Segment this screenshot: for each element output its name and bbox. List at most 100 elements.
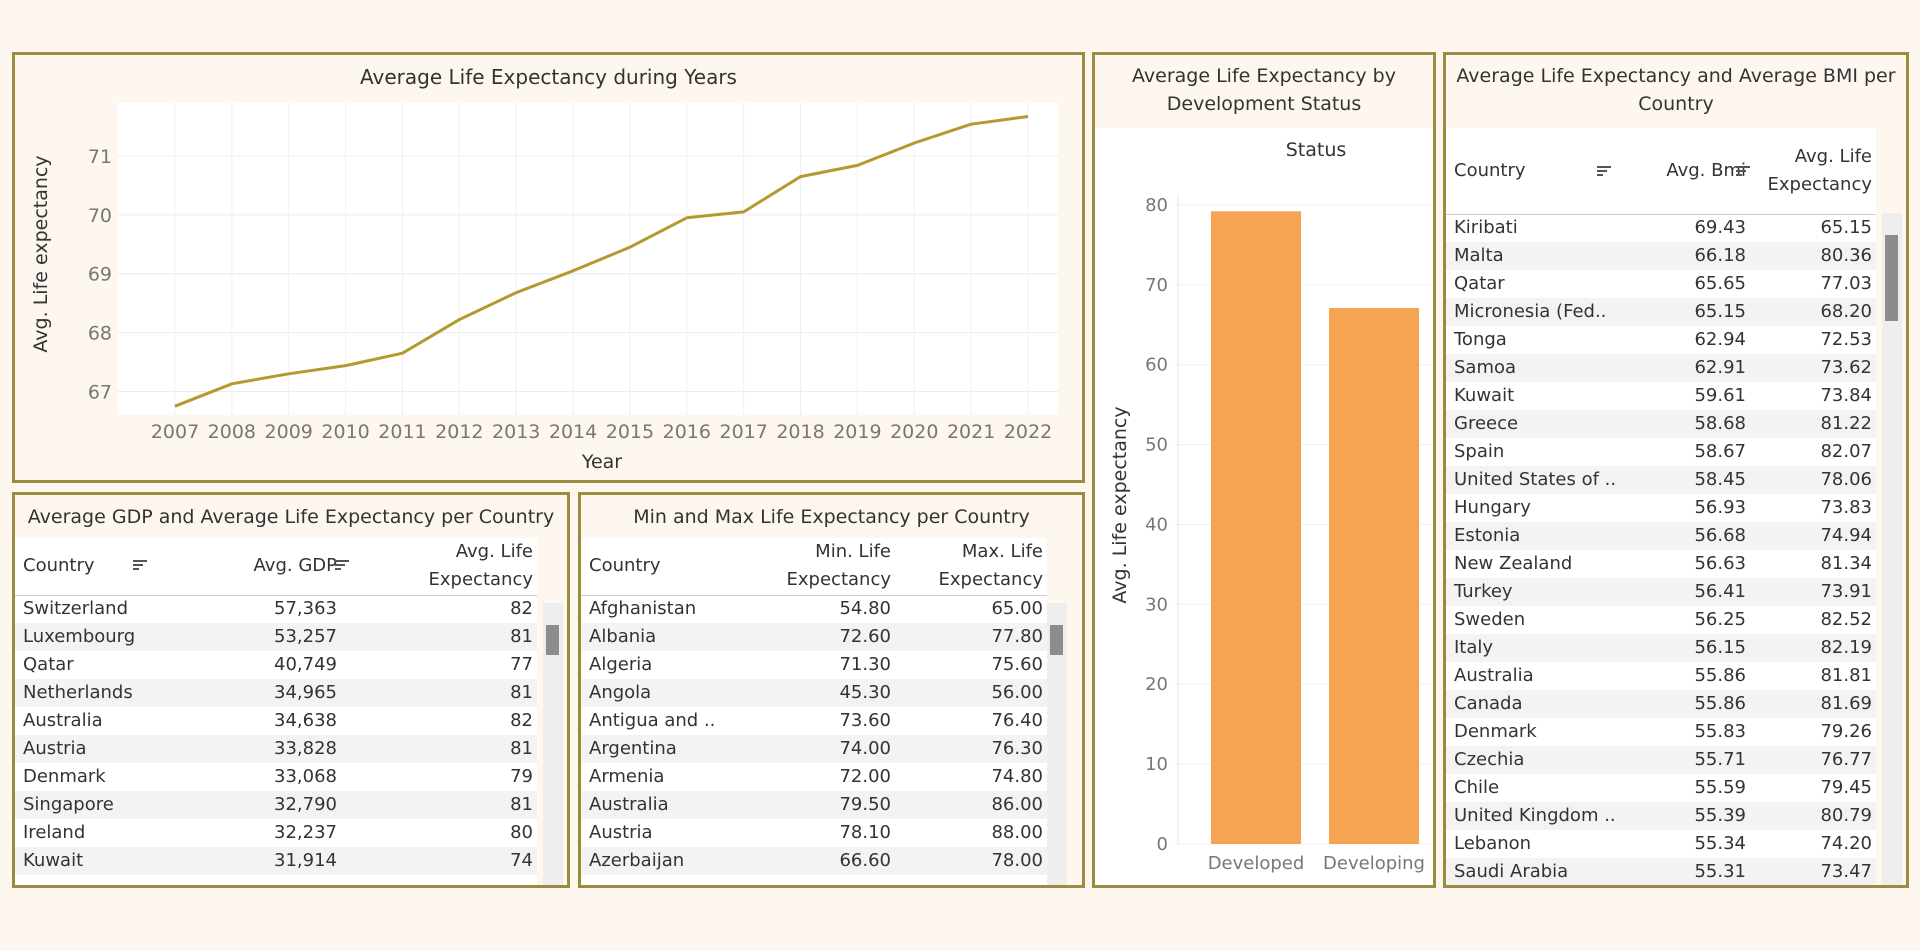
min-life-cell: 45.30	[839, 682, 891, 703]
table-row[interactable]: Spain 58.67 82.07	[1446, 438, 1876, 466]
country-cell: Spain	[1454, 441, 1505, 462]
table-row[interactable]: Netherlands 34,965 81	[15, 679, 537, 707]
table-row[interactable]: Kiribati 69.43 65.15	[1446, 214, 1876, 242]
table-row[interactable]: Kuwait 59.61 73.84	[1446, 382, 1876, 410]
table-row[interactable]: Samoa 62.91 73.62	[1446, 354, 1876, 382]
table-row[interactable]: Singapore 32,790 81	[15, 791, 537, 819]
gdp-col-gdp[interactable]: Avg. GDP	[253, 555, 337, 576]
life-cell: 81.34	[1820, 553, 1872, 574]
table-row[interactable]: Angola 45.30 56.00	[581, 679, 1047, 707]
table-row[interactable]: Afghanistan 54.80 65.00	[581, 595, 1047, 623]
country-cell: Austria	[23, 738, 87, 759]
bmi-scroll-thumb[interactable]	[1885, 235, 1898, 321]
country-cell: Luxembourg	[23, 626, 136, 647]
table-row[interactable]: United Kingdom .. 55.39 80.79	[1446, 802, 1876, 830]
minmax-col-min-1[interactable]: Min. Life	[815, 541, 891, 562]
table-row[interactable]: Denmark 33,068 79	[15, 763, 537, 791]
bmi-cell: 58.67	[1694, 441, 1746, 462]
minmax-col-max-1[interactable]: Max. Life	[961, 541, 1043, 562]
bar-chart-header: Status	[1286, 139, 1347, 161]
table-row[interactable]: New Zealand 56.63 81.34	[1446, 550, 1876, 578]
table-row[interactable]: Luxembourg 53,257 81	[15, 623, 537, 651]
y-tick-label: 50	[1145, 435, 1168, 456]
table-row[interactable]: United States of .. 58.45 78.06	[1446, 466, 1876, 494]
line-chart[interactable]: 67 68 69 70 71 2007 2008 2009 2010 2011 2012 2013 2…	[15, 55, 1082, 480]
table-row[interactable]: Algeria 71.30 75.60	[581, 651, 1047, 679]
life-cell: 81	[510, 682, 533, 703]
table-row[interactable]: Australia 79.50 86.00	[581, 791, 1047, 819]
table-row[interactable]: Saudi Arabia 55.31 73.47	[1446, 858, 1876, 885]
table-row[interactable]: Denmark 55.83 79.26	[1446, 718, 1876, 746]
gdp-cell: 33,068	[274, 766, 337, 787]
sort-icon[interactable]	[335, 560, 349, 572]
table-row[interactable]: Lebanon 55.34 74.20	[1446, 830, 1876, 858]
sort-icon[interactable]	[1736, 166, 1750, 178]
gdp-cell: 53,257	[274, 626, 337, 647]
bar-chart[interactable]: Status 0 10 20 30 40 50 60 70 80 Developed Develo…	[1095, 55, 1433, 885]
table-row[interactable]: Malta 66.18 80.36	[1446, 242, 1876, 270]
life-cell: 79.26	[1820, 721, 1872, 742]
minmax-col-max-2[interactable]: Expectancy	[938, 569, 1043, 590]
bmi-col-bmi[interactable]: Avg. Bmi	[1666, 160, 1746, 181]
table-row[interactable]: Chile 55.59 79.45	[1446, 774, 1876, 802]
table-row[interactable]: Italy 56.15 82.19	[1446, 634, 1876, 662]
life-cell: 82.19	[1820, 637, 1872, 658]
table-row[interactable]: Argentina 74.00 76.30	[581, 735, 1047, 763]
bar-developed[interactable]	[1211, 211, 1301, 845]
gdp-cell: 33,828	[274, 738, 337, 759]
country-cell: Netherlands	[23, 682, 133, 703]
bar-developing[interactable]	[1329, 307, 1419, 845]
table-row[interactable]: Turkey 56.41 73.91	[1446, 578, 1876, 606]
table-row[interactable]: Australia 55.86 81.81	[1446, 662, 1876, 690]
life-cell: 81	[510, 738, 533, 759]
gdp-col-life-1[interactable]: Avg. Life	[455, 541, 533, 562]
life-cell: 77	[510, 654, 533, 675]
sort-icon[interactable]	[133, 560, 147, 572]
table-row[interactable]: Estonia 56.68 74.94	[1446, 522, 1876, 550]
gdp-scrollbar[interactable]	[543, 603, 563, 885]
sort-icon[interactable]	[1597, 166, 1611, 178]
minmax-scrollbar[interactable]	[1047, 603, 1067, 885]
bmi-col-country[interactable]: Country	[1454, 160, 1526, 181]
table-row[interactable]: Kuwait 31,914 74	[15, 847, 537, 875]
table-row[interactable]: Hungary 56.93 73.83	[1446, 494, 1876, 522]
table-row[interactable]: Tonga 62.94 72.53	[1446, 326, 1876, 354]
y-tick-label: 68	[88, 323, 112, 345]
table-row[interactable]: Sweden 56.25 82.52	[1446, 606, 1876, 634]
life-expectancy-line[interactable]	[174, 115, 1029, 408]
bmi-scrollbar[interactable]	[1882, 213, 1902, 885]
minmax-col-country[interactable]: Country	[589, 555, 661, 576]
minmax-scroll-thumb[interactable]	[1050, 625, 1063, 655]
bmi-col-life-2[interactable]: Expectancy	[1767, 174, 1872, 195]
table-row[interactable]: Azerbaijan 66.60 78.00	[581, 847, 1047, 875]
country-cell: Ireland	[23, 822, 86, 843]
table-row[interactable]: Switzerland 57,363 82	[15, 595, 537, 623]
table-row[interactable]: Greece 58.68 81.22	[1446, 410, 1876, 438]
x-tick-label: 2015	[606, 421, 654, 443]
country-cell: Angola	[589, 682, 652, 703]
table-row[interactable]: Canada 55.86 81.69	[1446, 690, 1876, 718]
line-chart-title: Average Life Expectancy during Years	[360, 65, 737, 89]
table-row[interactable]: Austria 78.10 88.00	[581, 819, 1047, 847]
table-row[interactable]: Qatar 40,749 77	[15, 651, 537, 679]
life-cell: 73.91	[1820, 581, 1872, 602]
table-row[interactable]: Antigua and .. 73.60 76.40	[581, 707, 1047, 735]
table-row[interactable]: Australia 34,638 82	[15, 707, 537, 735]
gdp-scroll-thumb[interactable]	[546, 625, 559, 655]
country-cell: Armenia	[589, 766, 665, 787]
table-row[interactable]: Austria 33,828 81	[15, 735, 537, 763]
bmi-col-life-1[interactable]: Avg. Life	[1794, 146, 1872, 167]
gdp-col-country[interactable]: Country	[23, 555, 95, 576]
country-cell: Lebanon	[1454, 833, 1532, 854]
table-row[interactable]: Armenia 72.00 74.80	[581, 763, 1047, 791]
max-life-cell: 75.60	[991, 654, 1043, 675]
table-row[interactable]: Czechia 55.71 76.77	[1446, 746, 1876, 774]
table-row[interactable]: Micronesia (Fed.. 65.15 68.20	[1446, 298, 1876, 326]
max-life-cell: 56.00	[991, 682, 1043, 703]
table-row[interactable]: Qatar 65.65 77.03	[1446, 270, 1876, 298]
table-row[interactable]: Albania 72.60 77.80	[581, 623, 1047, 651]
table-row[interactable]: Ireland 32,237 80	[15, 819, 537, 847]
gdp-col-life-2[interactable]: Expectancy	[428, 569, 533, 590]
line-chart-panel: Average Life Expectancy during Years 67 6…	[12, 52, 1085, 483]
minmax-col-min-2[interactable]: Expectancy	[786, 569, 891, 590]
